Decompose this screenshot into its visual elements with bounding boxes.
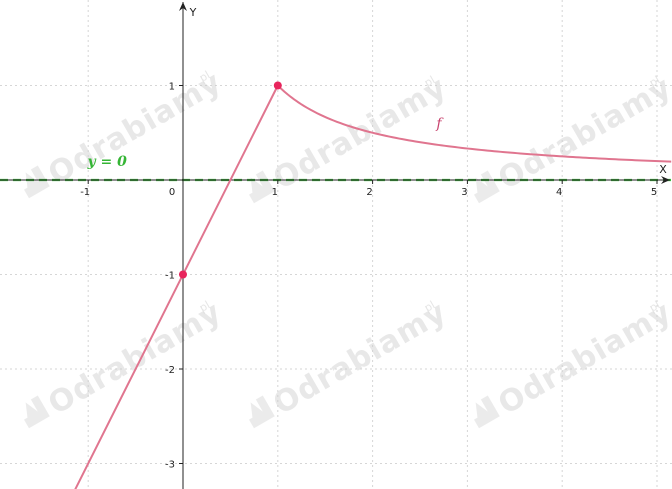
watermark-logo-icon (474, 395, 500, 429)
asymptote-label: y = 0 (86, 154, 127, 170)
watermark-logo-icon (24, 395, 50, 429)
x-tick-label: -1 (80, 187, 90, 198)
y-tick-label: -2 (165, 365, 175, 376)
x-tick-label: 5 (651, 187, 657, 198)
x-tick-label: 2 (366, 187, 372, 198)
function-label: f (435, 116, 444, 132)
x-tick-label: 4 (556, 187, 562, 198)
watermark-text: Odrabiamy (492, 295, 672, 422)
data-point (179, 270, 187, 279)
watermark-logo-icon (474, 170, 500, 204)
data-point (273, 81, 282, 90)
points-layer (179, 81, 282, 279)
watermark-text: Odrabiamy (267, 70, 452, 197)
series-line-f (74, 84, 672, 489)
watermark-text: Odrabiamy (267, 295, 452, 422)
x-tick-label: 0 (169, 187, 175, 198)
y-tick-label: 1 (169, 82, 175, 93)
watermark-logo-icon (249, 395, 275, 429)
watermark-text: Odrabiamy (492, 70, 672, 197)
x-tick-label: 3 (461, 187, 467, 198)
series-layer (74, 84, 672, 489)
y-tick-label: -1 (165, 271, 175, 282)
x-axis-arrow-icon (661, 176, 670, 184)
labels-layer: f y = 0 (86, 116, 444, 170)
y-tick-label: -3 (165, 460, 175, 471)
x-tick-label: 1 (272, 187, 278, 198)
x-axis-title: X (659, 163, 667, 176)
watermark-logo-icon (249, 170, 275, 204)
watermark-text: Odrabiamy (42, 65, 227, 192)
y-axis-title: Y (189, 6, 197, 19)
watermark-logo-icon (24, 165, 50, 199)
watermark-text: Odrabiamy (42, 295, 227, 422)
y-axis-arrow-icon (179, 2, 187, 11)
